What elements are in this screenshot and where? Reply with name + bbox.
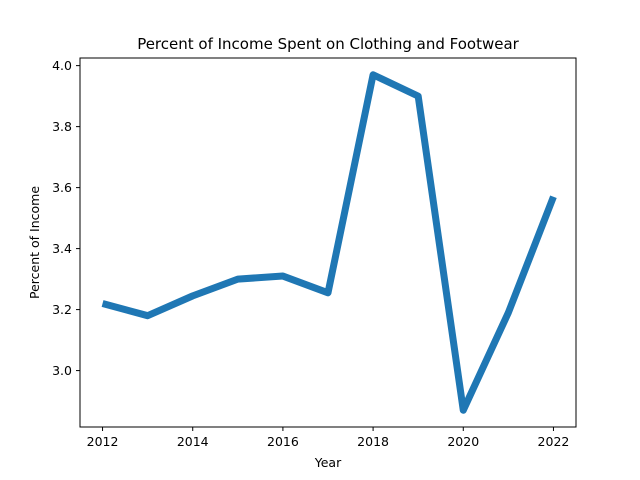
data-point bbox=[279, 273, 286, 280]
y-tick-label: 3.6 bbox=[52, 180, 72, 195]
data-point bbox=[370, 71, 377, 78]
y-tick-label: 3.0 bbox=[52, 363, 72, 378]
data-point bbox=[325, 289, 332, 296]
x-tick-label: 2018 bbox=[357, 434, 389, 449]
x-tick-label: 2014 bbox=[177, 434, 209, 449]
x-tick-label: 2012 bbox=[87, 434, 119, 449]
y-axis-ticks: 3.0 3.2 3.4 3.6 3.8 4.0 bbox=[52, 58, 80, 378]
data-point bbox=[505, 309, 512, 316]
y-axis-label: Percent of Income bbox=[27, 186, 42, 299]
series-line bbox=[101, 71, 557, 414]
plot-frame bbox=[79, 57, 577, 428]
series-layer bbox=[99, 71, 557, 414]
data-point bbox=[144, 312, 151, 319]
data-point bbox=[550, 193, 557, 200]
x-tick-label: 2016 bbox=[267, 434, 299, 449]
data-point bbox=[189, 292, 196, 299]
data-point bbox=[234, 276, 241, 283]
x-axis-label: Year bbox=[314, 455, 342, 470]
y-tick-label: 3.2 bbox=[52, 302, 72, 317]
plot-area: 2012 2014 2016 2018 2020 2022 3.0 3.2 3.4 3.6 3.8… bbox=[52, 57, 577, 449]
x-tick-label: 2020 bbox=[447, 434, 479, 449]
x-axis-ticks: 2012 2014 2016 2018 2020 2022 bbox=[87, 427, 570, 449]
data-point bbox=[99, 300, 106, 307]
y-tick-label: 3.8 bbox=[52, 119, 72, 134]
x-tick-label: 2022 bbox=[538, 434, 570, 449]
y-tick-label: 4.0 bbox=[52, 58, 72, 73]
y-tick-label: 3.4 bbox=[52, 241, 72, 256]
chart-title: Percent of Income Spent on Clothing and … bbox=[137, 35, 519, 53]
data-point bbox=[460, 407, 467, 414]
data-point bbox=[415, 93, 422, 100]
